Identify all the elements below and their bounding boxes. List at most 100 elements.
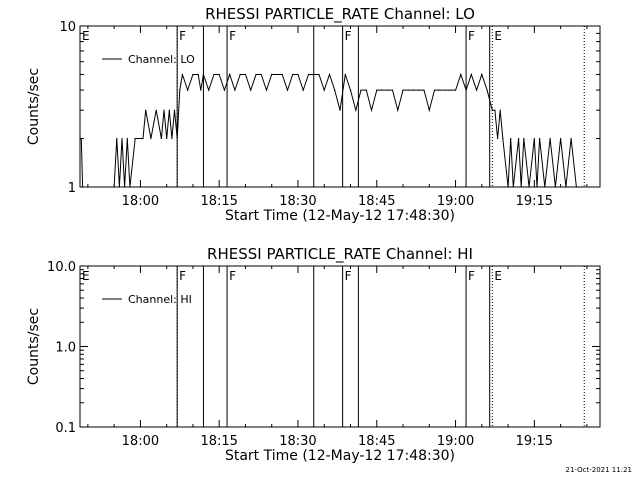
data-point bbox=[539, 137, 541, 140]
data-point bbox=[360, 89, 362, 91]
marker-label-f: F bbox=[345, 29, 352, 43]
data-point bbox=[168, 109, 170, 111]
y-axis-label: Counts/sec bbox=[26, 68, 42, 145]
chart-title-2: RHESSI PARTICLE_RATE Channel: HI bbox=[207, 245, 473, 264]
y-tick-label: 10 bbox=[59, 20, 76, 35]
marker-label-f: F bbox=[179, 29, 186, 43]
data-point bbox=[150, 137, 152, 140]
x-tick-label: 18:30 bbox=[279, 194, 316, 209]
data-point bbox=[213, 73, 215, 76]
data-point bbox=[82, 186, 84, 188]
data-point bbox=[428, 109, 430, 111]
data-point bbox=[370, 109, 373, 111]
data-point bbox=[126, 137, 128, 140]
x-axis-label: Start Time (12-May-12 17:48:30) bbox=[225, 208, 455, 224]
data-point bbox=[176, 137, 178, 140]
data-point bbox=[302, 89, 304, 91]
data-point bbox=[244, 73, 247, 76]
data-point bbox=[376, 89, 378, 91]
x-tick-label: 19:15 bbox=[516, 434, 553, 449]
data-point bbox=[444, 89, 446, 91]
data-point bbox=[276, 73, 278, 76]
data-point bbox=[581, 186, 583, 188]
marker-label-f: F bbox=[179, 269, 186, 283]
data-point bbox=[365, 89, 367, 91]
data-point bbox=[197, 73, 199, 76]
data-point bbox=[507, 186, 509, 188]
data-point bbox=[512, 186, 514, 188]
y-axis-label: Counts/sec bbox=[26, 308, 42, 385]
data-point bbox=[520, 186, 522, 188]
data-point bbox=[139, 137, 141, 140]
data-point bbox=[155, 109, 157, 111]
legend-entry: Channel: LO bbox=[128, 53, 195, 66]
data-point bbox=[187, 89, 189, 91]
data-point bbox=[355, 109, 357, 111]
data-point bbox=[118, 186, 120, 188]
data-point bbox=[455, 89, 457, 91]
y-tick-label: 1.0 bbox=[55, 341, 76, 356]
marker-label-f: F bbox=[229, 29, 236, 43]
data-point bbox=[328, 73, 331, 76]
data-point bbox=[381, 89, 383, 91]
data-point bbox=[523, 137, 525, 140]
data-point bbox=[229, 73, 231, 76]
data-point bbox=[544, 186, 546, 188]
data-point bbox=[307, 73, 310, 76]
data-point bbox=[286, 89, 289, 91]
data-point bbox=[449, 89, 451, 91]
x-tick-label: 19:15 bbox=[516, 194, 553, 209]
marker-label-e: E bbox=[82, 269, 90, 283]
data-point bbox=[402, 89, 404, 91]
footer-timestamp: 21-Oct-2021 11:21 bbox=[565, 466, 632, 474]
data-point bbox=[560, 137, 562, 140]
data-point bbox=[486, 89, 488, 91]
data-point bbox=[129, 186, 131, 188]
series-line bbox=[80, 72, 582, 188]
data-point bbox=[334, 89, 336, 91]
data-point bbox=[208, 89, 210, 91]
chart-title-1: RHESSI PARTICLE_RATE Channel: LO bbox=[205, 5, 475, 24]
data-point bbox=[239, 73, 241, 76]
plot-frame-2 bbox=[79, 265, 601, 428]
x-tick-label: 18:15 bbox=[200, 194, 237, 209]
data-point bbox=[234, 89, 236, 91]
x-axis-label: Start Time (12-May-12 17:48:30) bbox=[225, 448, 455, 464]
data-point bbox=[79, 137, 81, 140]
data-point bbox=[200, 89, 202, 91]
data-point bbox=[318, 73, 320, 76]
data-point bbox=[349, 89, 352, 91]
data-point bbox=[271, 73, 273, 76]
data-point bbox=[465, 89, 467, 91]
data-point bbox=[292, 73, 294, 76]
data-point bbox=[313, 73, 315, 76]
data-point bbox=[173, 109, 176, 111]
data-point bbox=[476, 89, 478, 91]
data-point bbox=[166, 137, 168, 140]
data-point bbox=[575, 186, 578, 188]
data-point bbox=[533, 137, 535, 140]
data-point bbox=[80, 137, 82, 140]
x-tick-label: 18:15 bbox=[200, 434, 237, 449]
data-point bbox=[202, 73, 204, 76]
data-point bbox=[255, 73, 257, 76]
marker-label-f: F bbox=[345, 269, 352, 283]
y-tick-label: 0.1 bbox=[55, 421, 76, 436]
y-tick-label: 10.0 bbox=[47, 260, 76, 275]
marker-label-f: F bbox=[468, 29, 475, 43]
plot-frame-1 bbox=[79, 25, 601, 188]
data-point bbox=[181, 73, 183, 76]
marker-label-e: E bbox=[494, 29, 502, 43]
data-point bbox=[518, 137, 520, 140]
data-point bbox=[265, 89, 268, 91]
data-point bbox=[391, 89, 394, 91]
x-tick-label: 18:30 bbox=[279, 434, 316, 449]
x-tick-label: 18:00 bbox=[122, 434, 159, 449]
x-tick-label: 18:00 bbox=[122, 194, 159, 209]
data-point bbox=[179, 89, 181, 91]
data-point bbox=[223, 89, 225, 91]
data-point bbox=[499, 109, 501, 111]
data-point bbox=[113, 186, 115, 188]
data-point bbox=[470, 73, 472, 76]
